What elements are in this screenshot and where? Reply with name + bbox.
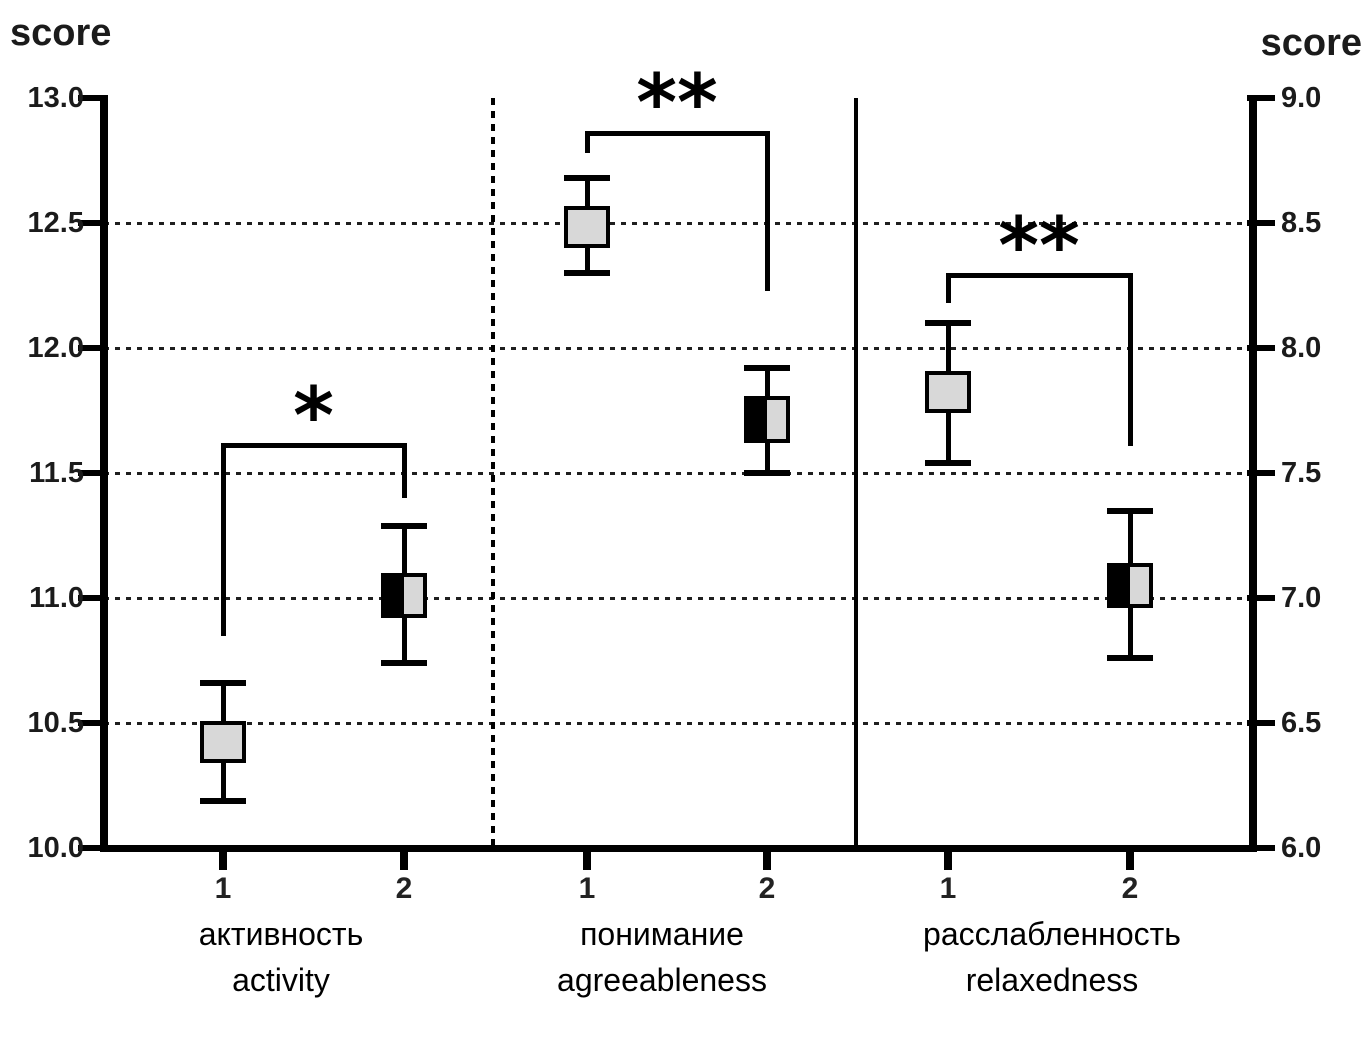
- whisker-cap-top: [925, 320, 971, 326]
- right-y-tick-label: 6.0: [1281, 832, 1322, 864]
- mean-box-half-black: [381, 573, 427, 618]
- significance-bracket-arm: [765, 133, 770, 291]
- left-y-tick: [78, 720, 106, 726]
- significance-bracket-arm: [1128, 275, 1133, 446]
- significance-bracket-arm: [221, 445, 226, 636]
- significance-bracket-bar: [946, 273, 1133, 278]
- right-y-tick-label: 9.0: [1281, 82, 1322, 114]
- significance-bracket-bar: [221, 443, 407, 448]
- whisker-cap-bottom: [744, 470, 790, 476]
- whisker-cap-bottom: [925, 460, 971, 466]
- significance-bracket-arm: [585, 133, 590, 153]
- x-tick: [400, 852, 408, 870]
- left-y-tick: [78, 845, 106, 851]
- right-y-tick-label: 8.5: [1281, 207, 1322, 239]
- left-y-tick: [78, 95, 106, 101]
- gridline: [104, 471, 1253, 475]
- right-y-tick: [1247, 345, 1275, 351]
- panel-label-ru: расслабленность: [923, 916, 1181, 952]
- panel-label-en: relaxedness: [965, 962, 1139, 998]
- whisker-cap-bottom: [564, 270, 610, 276]
- mean-box-half-black: [1107, 563, 1153, 608]
- panel-separator-solid: [854, 98, 858, 845]
- panel-label-en: activity: [232, 962, 330, 998]
- whisker-cap-bottom: [381, 660, 427, 666]
- left-y-tick: [78, 470, 106, 476]
- gridline: [104, 221, 1253, 225]
- significance-bracket-arm: [402, 445, 407, 498]
- left-y-tick-label: 12.5: [27, 207, 84, 239]
- x-tick-label: 2: [395, 872, 413, 905]
- whisker-cap-bottom: [200, 797, 246, 804]
- mean-box-gray: [200, 720, 246, 763]
- x-tick-label: 1: [214, 872, 232, 905]
- right-y-tick: [1247, 595, 1275, 601]
- whisker-cap-top: [564, 175, 610, 181]
- left-y-tick: [78, 595, 106, 601]
- x-tick: [219, 852, 227, 870]
- whisker-cap-top: [381, 522, 427, 529]
- left-y-tick-label: 12.0: [27, 332, 84, 364]
- right-y-tick-label: 6.5: [1281, 707, 1322, 739]
- right-y-tick: [1247, 470, 1275, 476]
- whisker-cap-bottom: [1107, 655, 1153, 661]
- whisker-cap-top: [200, 680, 246, 686]
- mean-box-gray: [925, 370, 971, 413]
- x-tick: [1126, 852, 1134, 870]
- left-y-tick-label: 10.0: [27, 832, 84, 864]
- significance-label: *: [293, 371, 334, 462]
- x-tick-label: 1: [939, 872, 957, 905]
- gridline: [104, 721, 1253, 725]
- x-tick: [763, 852, 771, 870]
- x-tick-label: 1: [578, 872, 596, 905]
- panel-separator-dashed: [491, 98, 495, 845]
- whisker-cap-top: [744, 365, 790, 371]
- significance-bracket-arm: [946, 275, 951, 303]
- right-y-tick: [1247, 845, 1275, 851]
- panel-label-en: agreeableness: [557, 962, 767, 998]
- left-y-tick-label: 11.0: [29, 582, 84, 614]
- right-y-tick: [1247, 95, 1275, 101]
- left-y-tick: [78, 345, 106, 351]
- x-tick: [583, 852, 591, 870]
- gridline: [104, 596, 1253, 600]
- left-y-tick-label: 10.5: [27, 707, 84, 739]
- left-y-tick: [78, 220, 106, 226]
- significance-bracket-bar: [585, 130, 770, 136]
- right-axis-title: score: [1260, 22, 1362, 64]
- panel-label-ru: понимание: [580, 916, 744, 952]
- x-tick-label: 2: [758, 872, 776, 905]
- x-axis-line: [100, 845, 1257, 852]
- x-tick-label: 2: [1121, 872, 1139, 905]
- mean-box-half-black: [744, 395, 790, 443]
- significance-label: **: [998, 201, 1080, 292]
- right-y-tick-label: 8.0: [1281, 332, 1322, 364]
- whisker-cap-top: [1107, 507, 1153, 514]
- left-y-tick-label: 13.0: [27, 82, 84, 114]
- left-axis-title: score: [10, 12, 112, 54]
- significance-label: **: [636, 59, 718, 149]
- right-y-tick-label: 7.5: [1281, 457, 1322, 489]
- x-tick: [944, 852, 952, 870]
- gridline: [104, 346, 1253, 350]
- mean-box-gray: [564, 205, 610, 248]
- left-y-tick-label: 11.5: [29, 457, 84, 489]
- right-y-tick: [1247, 220, 1275, 226]
- right-y-tick-label: 7.0: [1281, 582, 1322, 614]
- panel-label-ru: активность: [198, 916, 364, 952]
- right-y-tick: [1247, 720, 1275, 726]
